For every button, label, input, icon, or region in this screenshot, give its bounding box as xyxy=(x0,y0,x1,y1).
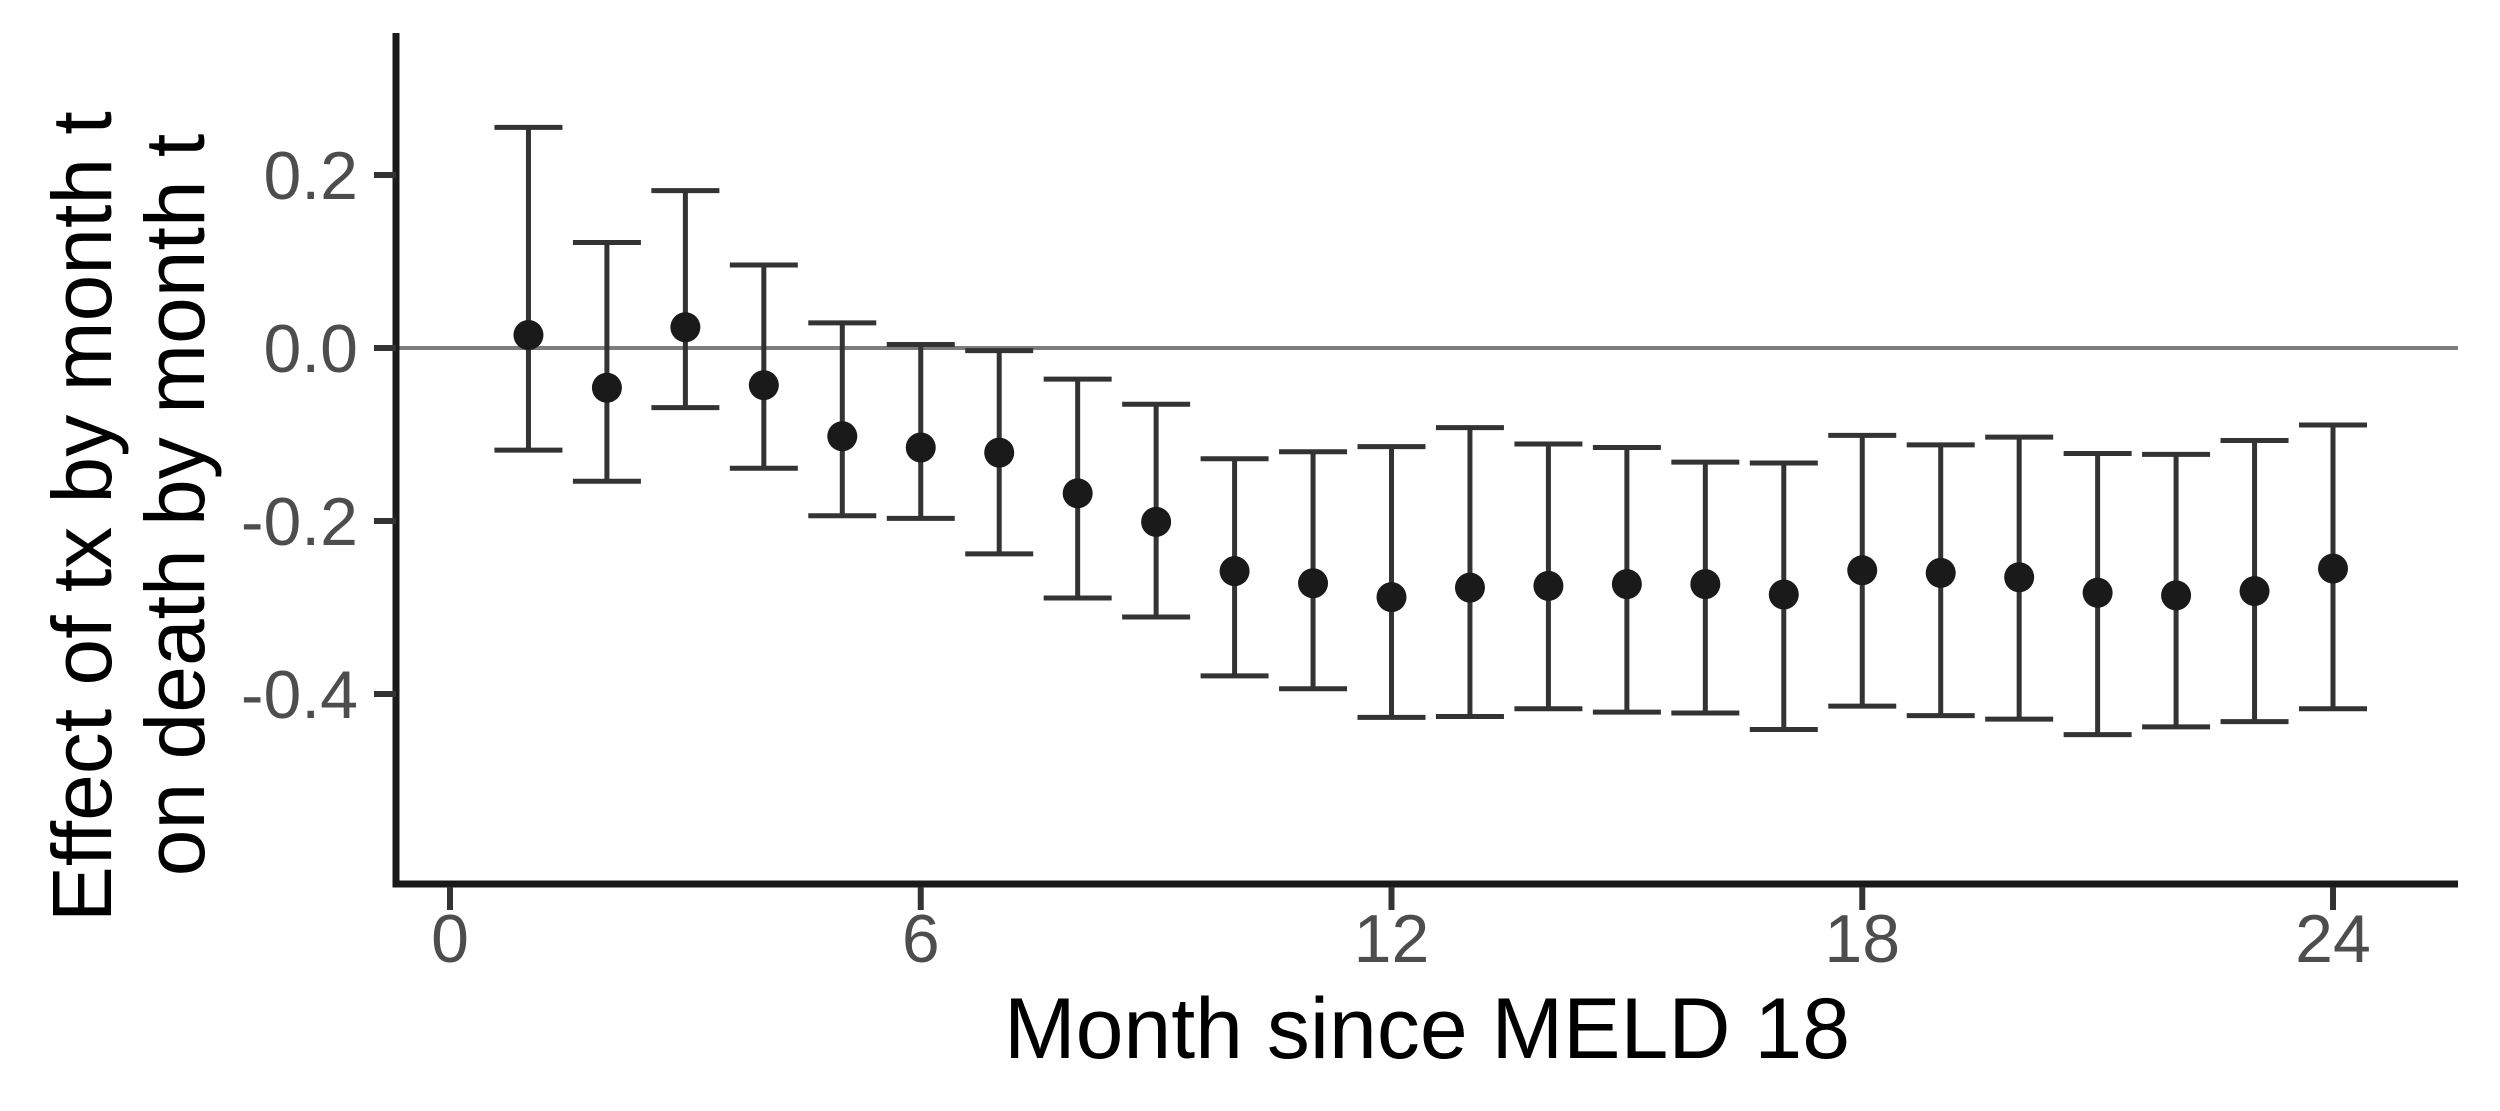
point-estimate-dot xyxy=(1062,478,1093,509)
point-estimate-dot xyxy=(1533,570,1564,601)
pointrange-layer xyxy=(494,124,2367,738)
pointrange-month-22 xyxy=(2142,451,2211,730)
pointrange-month-5 xyxy=(808,320,877,519)
point-estimate-dot xyxy=(748,370,779,401)
x-axis-ticks: 0 6 12 18 24 xyxy=(431,887,2371,977)
x-tick-label: 18 xyxy=(1824,901,1900,977)
point-estimate-dot xyxy=(2161,580,2192,611)
point-estimate-dot xyxy=(1219,556,1250,587)
x-axis-title: Month since MELD 18 xyxy=(1004,981,1850,1077)
point-estimate-dot xyxy=(2318,553,2348,584)
point-estimate-dot xyxy=(591,372,622,403)
pointrange-month-16 xyxy=(1671,459,1740,716)
y-axis-title: Effect of tx by month t on death by mont… xyxy=(35,88,222,922)
point-estimate-dot xyxy=(1298,568,1329,599)
point-estimate-dot xyxy=(1847,555,1878,586)
pointrange-month-24 xyxy=(2299,422,2367,712)
y-tick-label: 0.0 xyxy=(263,311,358,387)
y-axis-title-line-2: on death by month t xyxy=(128,134,222,877)
point-estimate-dot xyxy=(513,320,544,351)
point-estimate-dot xyxy=(1690,569,1721,600)
point-estimate-dot xyxy=(1454,572,1485,603)
point-estimate-dot xyxy=(2082,577,2113,608)
pointrange-month-7 xyxy=(965,348,1034,557)
point-estimate-dot xyxy=(2239,576,2270,607)
x-tick-label: 12 xyxy=(1354,901,1430,977)
pointrange-month-14 xyxy=(1514,441,1583,712)
point-estimate-dot xyxy=(1611,569,1642,600)
y-tick-label: -0.4 xyxy=(241,657,358,733)
pointrange-month-12 xyxy=(1357,444,1426,720)
point-estimate-dot xyxy=(2004,562,2035,593)
point-estimate-dot xyxy=(905,432,936,463)
point-estimate-dot xyxy=(1768,579,1799,610)
pointrange-month-15 xyxy=(1592,444,1661,715)
pointrange-month-9 xyxy=(1122,401,1191,620)
pointrange-month-19 xyxy=(1906,442,1975,719)
point-estimate-dot xyxy=(1376,582,1407,613)
point-estimate-dot xyxy=(984,437,1015,468)
point-estimate-dot xyxy=(1925,557,1956,588)
pointrange-month-1 xyxy=(494,124,563,453)
y-axis-title-line-1: Effect of tx by month t xyxy=(35,111,129,922)
pointrange-month-21 xyxy=(2063,451,2132,738)
y-tick-label: -0.2 xyxy=(241,484,358,560)
x-tick-label: 24 xyxy=(2295,901,2371,977)
y-tick-label: 0.2 xyxy=(263,138,358,214)
pointrange-month-3 xyxy=(651,188,720,411)
point-estimate-dot xyxy=(670,312,701,343)
pointrange-month-11 xyxy=(1279,449,1348,692)
y-axis-ticks: 0.2 0.0 -0.2 -0.4 xyxy=(241,138,396,733)
pointrange-month-2 xyxy=(572,239,641,484)
pointrange-month-13 xyxy=(1435,425,1504,719)
pointrange-month-17 xyxy=(1749,460,1818,732)
point-estimate-dot xyxy=(1141,506,1172,537)
x-tick-label: 6 xyxy=(902,901,940,977)
pointrange-month-18 xyxy=(1828,432,1897,709)
point-estimate-dot xyxy=(827,421,858,452)
pointrange-month-10 xyxy=(1200,456,1269,679)
pointrange-month-4 xyxy=(729,262,798,471)
pointrange-month-23 xyxy=(2220,438,2289,725)
pointrange-month-20 xyxy=(1985,434,2054,722)
pointrange-month-8 xyxy=(1043,376,1112,601)
x-tick-label: 0 xyxy=(431,901,469,977)
pointrange-month-6 xyxy=(886,342,955,521)
